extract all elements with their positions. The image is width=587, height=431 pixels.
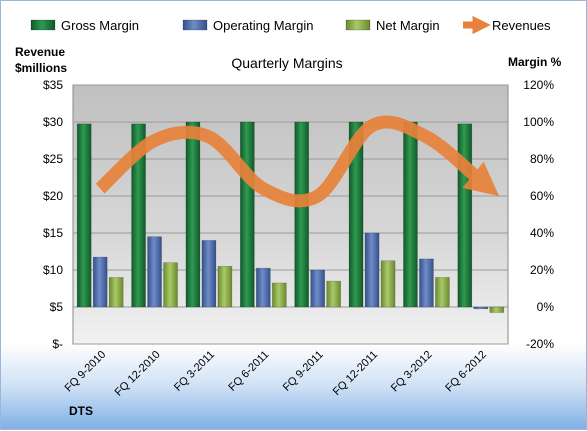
left-tick-label: $30 <box>43 115 63 129</box>
bar-operating-margin <box>473 306 489 310</box>
bar-operating-margin <box>147 236 162 308</box>
legend-swatch <box>30 19 56 31</box>
bar-operating-margin <box>256 267 271 308</box>
x-tick-label: FQ 9-2011 <box>281 349 326 394</box>
bar-net-margin <box>217 265 233 308</box>
left-axis-title-line1: Revenue <box>15 45 65 59</box>
legend-swatch <box>182 19 208 31</box>
bars-layer <box>76 121 505 313</box>
legend-swatch <box>345 19 371 31</box>
bar-gross-margin <box>185 121 201 308</box>
bar-gross-margin <box>457 123 473 308</box>
x-tick-label: FQ 3-2012 <box>389 349 435 395</box>
legend-label: Gross Margin <box>61 18 139 33</box>
x-tick-label: FQ 6-2012 <box>443 349 489 395</box>
bar-net-margin <box>108 277 124 308</box>
source-label: DTS <box>69 404 93 418</box>
bar-operating-margin <box>364 232 380 308</box>
left-axis-title-line2: $millions <box>15 61 67 75</box>
left-axis: $- $5 $10 $15 $20 $25 $30 $35 <box>43 78 63 351</box>
right-tick-label: 80% <box>530 152 554 166</box>
right-tick-label: 60% <box>530 189 554 203</box>
right-tick-label: -20% <box>526 337 554 351</box>
bar-gross-margin <box>403 121 418 308</box>
bar-gross-margin <box>76 123 92 308</box>
legend: Gross Margin Operating Margin Net Margin Re… <box>30 15 551 35</box>
bar-net-margin <box>435 277 450 308</box>
bar-net-margin <box>489 306 505 313</box>
x-tick-label: FQ 9-2010 <box>63 349 109 395</box>
left-tick-label: $25 <box>43 152 63 166</box>
legend-label: Revenues <box>492 18 551 33</box>
x-tick-label: FQ 12-2011 <box>331 349 380 398</box>
bar-net-margin <box>380 260 396 308</box>
left-tick-label: $5 <box>50 300 64 314</box>
right-axis: -20% 0% 20% 40% 60% 80% 100% 120% <box>523 78 554 351</box>
chart-title: Quarterly Margins <box>231 55 342 71</box>
x-axis-labels: FQ 9-2010 FQ 12-2010 FQ 3-2011 FQ 6-2011 FQ … <box>63 349 489 399</box>
bar-operating-margin <box>310 269 325 308</box>
right-tick-label: 100% <box>523 115 554 129</box>
bar-gross-margin <box>240 121 255 308</box>
bar-gross-margin <box>348 121 364 308</box>
revenue-line-layer <box>95 115 500 208</box>
left-tick-label: $- <box>52 337 63 351</box>
bar-net-margin <box>326 280 341 308</box>
x-tick-label: FQ 6-2011 <box>226 349 271 394</box>
x-tick-label: FQ 12-2010 <box>113 349 163 399</box>
right-tick-label: 0% <box>537 300 555 314</box>
left-tick-label: $15 <box>43 226 63 240</box>
right-tick-label: 120% <box>523 78 554 92</box>
bar-net-margin <box>272 282 287 308</box>
x-tick-label: FQ 3-2011 <box>172 349 217 394</box>
right-axis-title: Margin % <box>508 55 562 69</box>
bar-gross-margin <box>294 121 309 308</box>
bar-operating-margin <box>201 240 217 308</box>
left-tick-label: $10 <box>43 263 63 277</box>
bar-net-margin <box>163 262 178 308</box>
bar-gross-margin <box>131 123 146 308</box>
bar-operating-margin <box>419 258 434 308</box>
legend-label: Net Margin <box>376 18 440 33</box>
left-tick-label: $35 <box>43 78 63 92</box>
right-tick-label: 20% <box>530 263 554 277</box>
bar-operating-margin <box>92 256 108 308</box>
left-tick-label: $20 <box>43 189 63 203</box>
right-tick-label: 40% <box>530 226 554 240</box>
legend-label: Operating Margin <box>213 18 313 33</box>
revenue-line <box>95 115 500 208</box>
